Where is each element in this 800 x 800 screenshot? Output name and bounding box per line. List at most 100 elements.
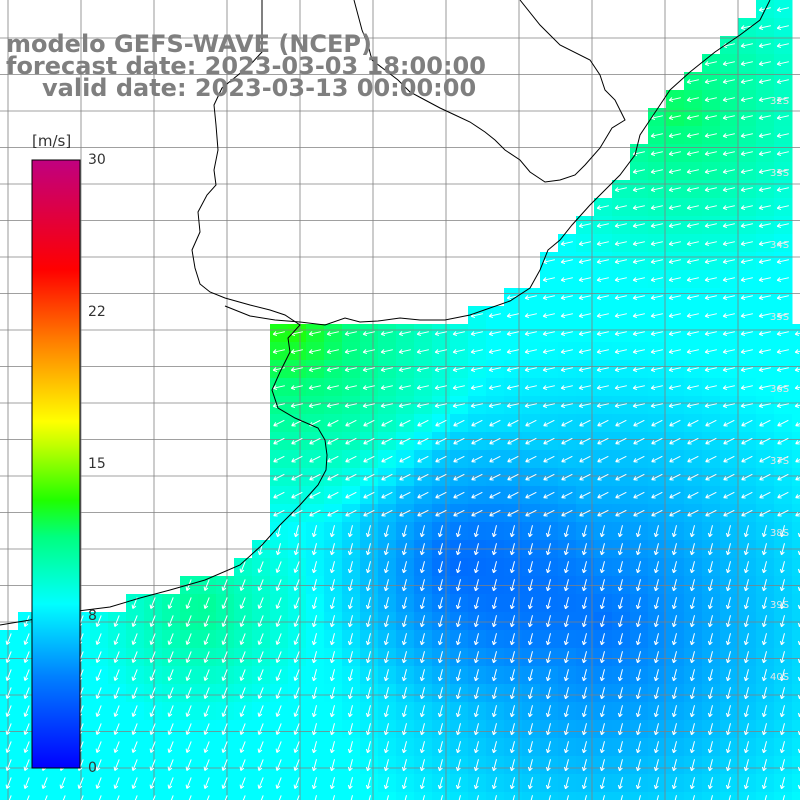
wind-arrow xyxy=(399,437,411,445)
wind-arrow xyxy=(527,525,533,538)
wind-speed-cell xyxy=(792,432,800,451)
wind-arrow xyxy=(491,597,497,610)
wind-arrow xyxy=(257,723,264,735)
wind-arrow xyxy=(635,561,641,574)
wind-arrow xyxy=(543,509,555,517)
wind-arrow xyxy=(422,795,425,800)
wind-arrow xyxy=(455,687,461,700)
wind-arrow xyxy=(383,723,389,736)
wind-arrow xyxy=(686,277,699,283)
wind-arrow xyxy=(704,259,717,265)
lat-label: 35S xyxy=(770,312,790,323)
wind-arrow xyxy=(257,615,264,627)
colorbar-unit: [m/s] xyxy=(32,132,72,150)
wind-arrow xyxy=(347,633,353,646)
wind-arrow xyxy=(581,543,587,556)
wind-arrow xyxy=(725,669,731,682)
wind-arrow xyxy=(722,115,735,121)
wind-arrow xyxy=(347,651,353,664)
wind-arrow xyxy=(347,705,353,718)
wind-arrow xyxy=(221,579,228,591)
wind-arrow xyxy=(419,759,425,772)
wind-arrow xyxy=(542,385,555,391)
wind-arrow xyxy=(635,633,641,646)
wind-arrow xyxy=(435,491,447,499)
wind-arrow xyxy=(671,615,677,628)
wind-arrow xyxy=(275,615,282,627)
wind-arrow xyxy=(23,777,30,789)
wind-arrow xyxy=(740,115,753,121)
wind-arrow xyxy=(617,741,623,754)
wind-arrow xyxy=(383,543,389,556)
wind-arrow xyxy=(723,419,735,427)
wind-arrow xyxy=(470,349,483,355)
wind-arrow xyxy=(615,437,627,445)
wind-arrow xyxy=(398,403,411,409)
wind-arrow xyxy=(401,633,407,646)
wind-arrow xyxy=(668,133,681,139)
wind-arrow xyxy=(419,597,425,610)
wind-arrow xyxy=(399,509,411,517)
wind-arrow xyxy=(722,277,735,283)
wind-arrow xyxy=(758,367,771,373)
wind-speed-cell xyxy=(360,792,379,800)
wind-arrow xyxy=(381,491,393,499)
wind-arrow xyxy=(23,669,30,681)
wind-arrow xyxy=(650,349,663,355)
lat-label: 36S xyxy=(770,384,790,395)
wind-arrow xyxy=(761,741,767,754)
wind-arrow xyxy=(761,777,767,790)
wind-speed-cell xyxy=(792,648,800,667)
wind-arrow xyxy=(653,723,659,736)
wind-arrow xyxy=(722,259,735,265)
wind-arrow xyxy=(776,187,789,193)
wind-arrow xyxy=(437,597,443,610)
wind-arrow xyxy=(257,705,264,717)
wind-arrow xyxy=(221,705,228,717)
wind-arrow xyxy=(453,491,465,499)
wind-arrow xyxy=(473,525,479,538)
wind-arrow xyxy=(689,741,695,754)
wind-arrow xyxy=(417,419,429,427)
wind-arrow xyxy=(383,651,389,664)
wind-arrow xyxy=(650,259,663,265)
wind-arrow xyxy=(401,741,407,754)
wind-arrow xyxy=(471,509,483,517)
wind-arrow xyxy=(761,651,767,664)
wind-arrow xyxy=(347,525,353,538)
wind-arrow xyxy=(707,633,713,646)
wind-arrow xyxy=(365,561,371,574)
wind-arrow xyxy=(651,437,663,445)
wind-arrow xyxy=(740,241,753,247)
wind-arrow xyxy=(633,491,645,499)
wind-arrow xyxy=(689,687,695,700)
wind-speed-cell xyxy=(324,792,343,800)
wind-arrow xyxy=(740,403,753,409)
wind-arrow xyxy=(453,437,465,445)
wind-arrow xyxy=(740,79,753,85)
wind-speed-cell xyxy=(36,792,55,800)
wind-arrow xyxy=(581,561,587,574)
wind-arrow xyxy=(741,455,753,463)
wind-arrow xyxy=(725,633,731,646)
wind-arrow xyxy=(581,579,587,592)
wind-arrow xyxy=(758,241,771,247)
wind-arrow xyxy=(651,491,663,499)
wind-arrow xyxy=(131,687,138,699)
wind-arrow xyxy=(275,687,282,699)
wind-arrow xyxy=(455,705,461,718)
wind-arrow xyxy=(5,723,12,735)
wind-arrow xyxy=(506,313,519,319)
wind-arrow xyxy=(597,509,609,517)
wind-arrow xyxy=(491,615,497,628)
wind-arrow xyxy=(275,759,282,771)
wind-arrow xyxy=(309,509,321,517)
wind-arrow xyxy=(743,705,749,718)
colorbar-tick-15: 15 xyxy=(88,456,106,472)
wind-arrow xyxy=(653,687,659,700)
wind-arrow xyxy=(95,777,102,789)
wind-arrow xyxy=(653,543,659,556)
wind-arrow xyxy=(776,277,789,283)
wind-arrow xyxy=(599,525,605,538)
wind-arrow xyxy=(95,723,102,735)
